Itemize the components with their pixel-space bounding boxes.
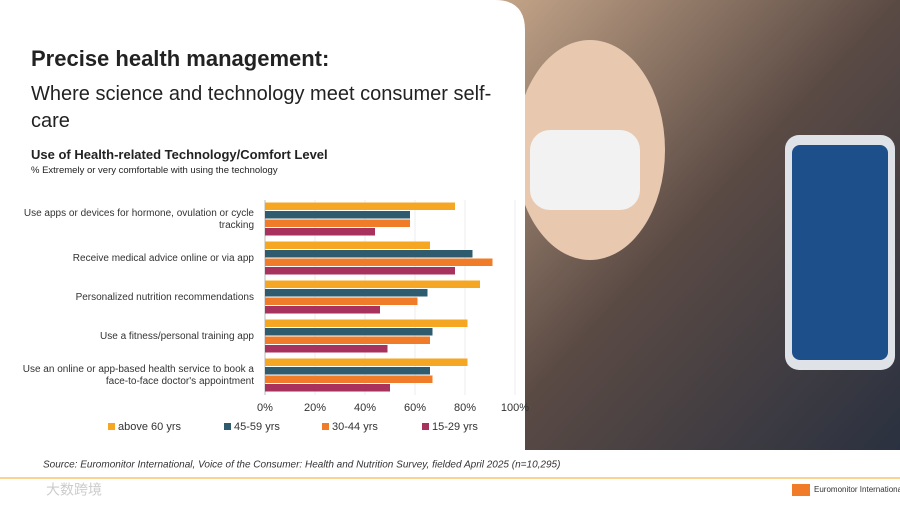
bar xyxy=(265,358,468,366)
bar xyxy=(265,319,468,327)
x-tick-label: 60% xyxy=(404,402,426,414)
y-tick-label: Receive medical advice online or via app xyxy=(72,252,254,264)
bar xyxy=(265,289,428,297)
bar xyxy=(265,297,418,305)
legend-swatch xyxy=(422,423,429,430)
bar xyxy=(265,345,388,353)
bar xyxy=(265,328,433,336)
bar xyxy=(265,219,410,227)
legend-label: 30-44 yrs xyxy=(332,421,378,433)
bar xyxy=(265,375,433,383)
bar xyxy=(265,267,455,275)
y-tick-label: Use a fitness/personal training app xyxy=(100,330,254,342)
chart-title: Use of Health-related Technology/Comfort… xyxy=(31,147,328,162)
bar xyxy=(265,306,380,314)
legend-label: above 60 yrs xyxy=(118,421,181,433)
bar xyxy=(265,250,473,258)
title: Precise health management: xyxy=(31,46,330,71)
bar xyxy=(265,258,493,266)
x-tick-label: 80% xyxy=(454,402,476,414)
y-tick-label: Use apps or devices for hormone, ovulati… xyxy=(23,207,254,231)
x-tick-label: 40% xyxy=(354,402,376,414)
legend-label: 15-29 yrs xyxy=(432,421,478,433)
y-tick-label: Use an online or app-based health servic… xyxy=(22,363,254,387)
legend-swatch xyxy=(224,423,231,430)
subtitle: Where science and technology meet consum… xyxy=(31,83,492,132)
bar xyxy=(265,202,455,210)
bar xyxy=(265,228,375,236)
watermark: 大数跨境 xyxy=(46,482,102,498)
logo: Euromonitor International xyxy=(814,485,900,494)
legend-swatch xyxy=(108,423,115,430)
x-tick-label: 100% xyxy=(501,402,529,414)
chart-subtitle: % Extremely or very comfortable with usi… xyxy=(31,165,278,176)
bar xyxy=(265,336,430,344)
logo-mark xyxy=(792,484,810,496)
photo-mask xyxy=(530,130,640,210)
source: Source: Euromonitor International, Voice… xyxy=(43,460,560,471)
bar xyxy=(265,211,410,219)
legend-label: 45-59 yrs xyxy=(234,421,280,433)
bar xyxy=(265,280,480,288)
bar xyxy=(265,384,390,392)
photo-phone-screen xyxy=(792,145,888,360)
x-tick-label: 20% xyxy=(304,402,326,414)
legend-swatch xyxy=(322,423,329,430)
bar xyxy=(265,241,430,249)
y-tick-label: Personalized nutrition recommendations xyxy=(75,291,254,303)
x-tick-label: 0% xyxy=(257,402,273,414)
bar xyxy=(265,367,430,375)
